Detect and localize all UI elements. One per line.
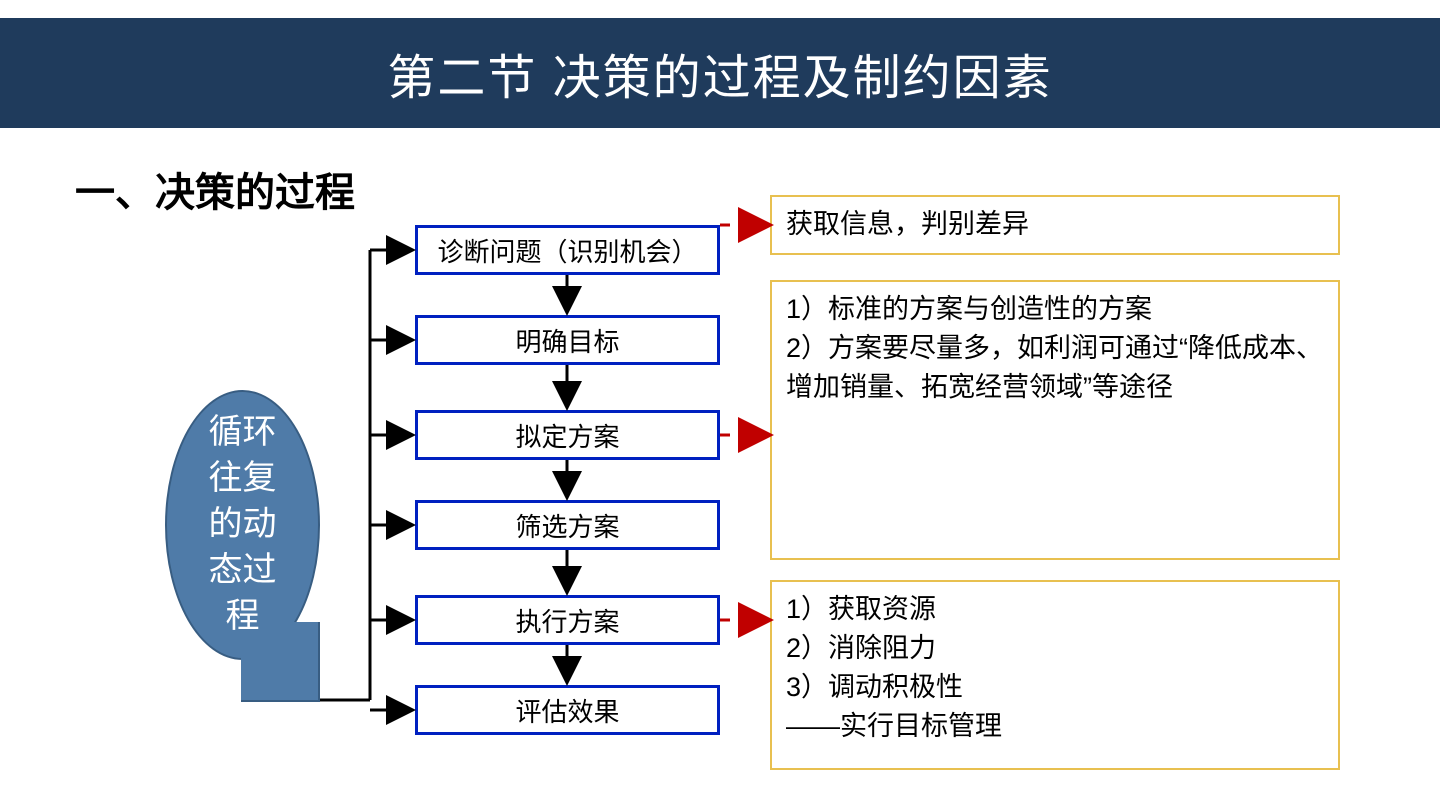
annotation-2: 1）标准的方案与创造性的方案 2）方案要尽量多，如利润可通过“降低成本、增加销量… [770,280,1340,560]
header-band: 第二节 决策的过程及制约因素 [0,18,1440,128]
process-step-4: 筛选方案 [415,500,720,550]
process-step-1: 诊断问题（识别机会） [415,225,720,275]
cycle-label: 循环往复的动态过程 [165,410,320,639]
process-step-6: 评估效果 [415,685,720,735]
process-step-2: 明确目标 [415,315,720,365]
process-step-5: 执行方案 [415,595,720,645]
section-heading: 一、决策的过程 [75,160,355,218]
annotation-3: 1）获取资源 2）消除阻力 3）调动积极性 ——实行目标管理 [770,580,1340,770]
page-title: 第二节 决策的过程及制约因素 [387,38,1052,108]
process-step-3: 拟定方案 [415,410,720,460]
annotation-1: 获取信息，判别差异 [770,195,1340,255]
cycle-callout-shape: 循环往复的动态过程 [165,390,320,702]
